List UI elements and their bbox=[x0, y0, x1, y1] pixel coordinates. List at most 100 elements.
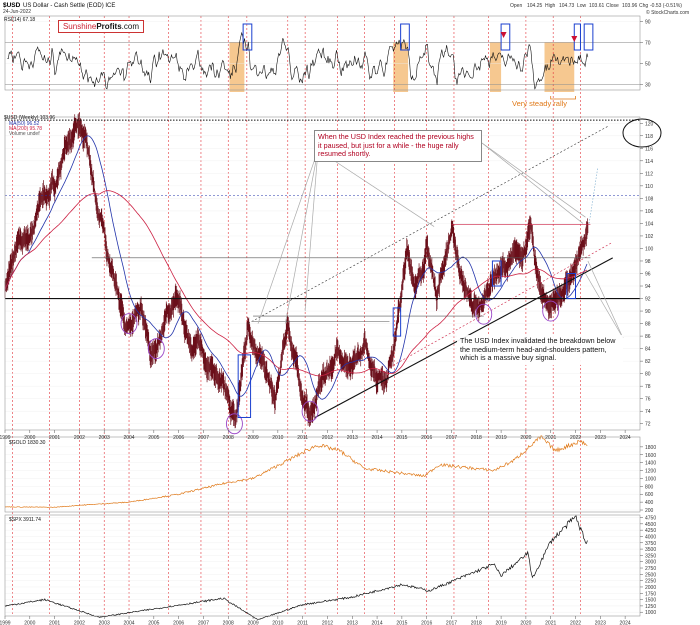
x-tick-label: 2020 bbox=[520, 435, 531, 441]
y-tick-label-usd: 114 bbox=[645, 159, 653, 165]
rsi-blue-box bbox=[500, 23, 511, 51]
y-tick-label-usd: 118 bbox=[645, 134, 653, 140]
red-arrow-icon bbox=[500, 32, 507, 38]
steady-rally-label: Very steady rally bbox=[512, 99, 567, 108]
credit: © StockCharts.com bbox=[646, 9, 689, 16]
spx-label: $SPX 3911.74 bbox=[9, 517, 41, 523]
x-tick-label-bottom: 2001 bbox=[49, 621, 60, 625]
steady-rally-bracket bbox=[550, 96, 576, 100]
x-tick-label: 2013 bbox=[347, 435, 358, 441]
x-tick-label: 2007 bbox=[198, 435, 209, 441]
x-tick-label-bottom: 2024 bbox=[620, 621, 631, 625]
rising-channel-top bbox=[247, 126, 608, 324]
y-tick-label-usd: 108 bbox=[645, 196, 654, 202]
ma50-legend: MA(50) 96.52 bbox=[9, 121, 40, 127]
y-tick-label-spx: 4500 bbox=[645, 522, 656, 528]
y-tick-label-usd: 90 bbox=[645, 309, 651, 315]
annotation-top: When the USD Index reached the previous … bbox=[314, 130, 482, 162]
y-tick-label-gold: 1600 bbox=[645, 453, 656, 459]
x-tick-label: 2014 bbox=[372, 435, 383, 441]
x-tick-label: 2006 bbox=[173, 435, 184, 441]
usd-blue-box bbox=[237, 354, 252, 418]
y-tick-label-gold: 1800 bbox=[645, 445, 656, 451]
x-tick-label-bottom: 2008 bbox=[223, 621, 234, 625]
x-tick-label: 2001 bbox=[49, 435, 60, 441]
ma50-line bbox=[4, 135, 588, 400]
y-tick-label-usd: 94 bbox=[645, 284, 651, 290]
x-tick-label: 2000 bbox=[24, 435, 35, 441]
x-tick-label-bottom: 2017 bbox=[446, 621, 457, 625]
y-tick-label-spx: 1750 bbox=[645, 591, 656, 597]
y-tick-label-usd: 72 bbox=[645, 422, 651, 428]
x-tick-label-bottom: 2015 bbox=[396, 621, 407, 625]
x-tick-label: 2021 bbox=[545, 435, 556, 441]
chg-value: -0.53 (-0.51%) bbox=[650, 3, 682, 9]
x-tick-label-bottom: 2005 bbox=[148, 621, 159, 625]
y-tick-label-gold: 600 bbox=[645, 492, 654, 498]
marks-layer bbox=[4, 31, 589, 620]
low-label: Low bbox=[577, 3, 587, 9]
rsi-highlight-box bbox=[489, 42, 502, 92]
y-tick-label-usd: 100 bbox=[645, 246, 654, 252]
y-tick-label-rsi: 50 bbox=[645, 62, 651, 68]
rsi-label: RSI(14) 67.18 bbox=[4, 17, 35, 23]
panel-frame-spx bbox=[4, 514, 641, 617]
y-tick-label-spx: 2500 bbox=[645, 572, 656, 578]
x-tick-label-bottom: 2002 bbox=[74, 621, 85, 625]
low-circle bbox=[225, 413, 243, 435]
low-circle bbox=[542, 300, 560, 322]
y-tick-label-gold: 800 bbox=[645, 484, 654, 490]
x-tick-label-bottom: 2023 bbox=[595, 621, 606, 625]
x-tick-label-bottom: 2006 bbox=[173, 621, 184, 625]
y-tick-label-usd: 76 bbox=[645, 397, 651, 403]
y-tick-label-usd: 106 bbox=[645, 209, 654, 215]
x-tick-label: 2023 bbox=[595, 435, 606, 441]
y-tick-label-gold: 200 bbox=[645, 508, 654, 514]
x-tick-label: 2019 bbox=[496, 435, 507, 441]
x-tick-label: 2024 bbox=[620, 435, 631, 441]
y-tick-label-usd: 110 bbox=[645, 184, 653, 190]
header-date: 24-Jun-2022 bbox=[3, 9, 31, 15]
low-circle bbox=[475, 303, 493, 325]
y-tick-label-usd: 80 bbox=[645, 372, 651, 378]
y-tick-label-spx: 2750 bbox=[645, 566, 656, 572]
x-tick-label-bottom: 2013 bbox=[347, 621, 358, 625]
rsi-highlight-box bbox=[393, 42, 409, 92]
volume-legend: Volume undef bbox=[9, 131, 40, 137]
rsi-blue-box bbox=[400, 23, 410, 51]
x-tick-label: 2012 bbox=[322, 435, 333, 441]
projection-line bbox=[588, 167, 599, 224]
y-tick-label-spx: 4750 bbox=[645, 516, 656, 522]
x-tick-label-bottom: 2019 bbox=[496, 621, 507, 625]
x-tick-label: 2003 bbox=[99, 435, 110, 441]
x-tick-label: 2002 bbox=[74, 435, 85, 441]
y-tick-label-rsi: 90 bbox=[645, 19, 651, 25]
y-tick-label-spx: 1000 bbox=[645, 610, 656, 616]
x-tick-label: 2010 bbox=[272, 435, 283, 441]
y-tick-label-usd: 78 bbox=[645, 384, 651, 390]
rsi-blue-box bbox=[583, 23, 594, 51]
usd-panel-label: $USD (Weekly) 103.96 bbox=[4, 115, 55, 121]
logo-part2: Profits bbox=[96, 22, 122, 31]
x-tick-label-bottom: 2016 bbox=[421, 621, 432, 625]
x-tick-label: 2008 bbox=[223, 435, 234, 441]
low-circle bbox=[120, 313, 138, 335]
open-value: 104.25 bbox=[527, 3, 543, 9]
usd-blue-box bbox=[491, 260, 502, 287]
y-tick-label-usd: 120 bbox=[645, 121, 654, 127]
x-tick-label-bottom: 2020 bbox=[520, 621, 531, 625]
logo-part1: Sunshine bbox=[62, 22, 97, 31]
y-tick-label-spx: 3250 bbox=[645, 553, 656, 559]
x-tick-label-bottom: 1999 bbox=[0, 621, 11, 625]
rsi-highlight-box bbox=[544, 42, 575, 92]
y-tick-label-spx: 3500 bbox=[645, 547, 656, 553]
y-tick-label-spx: 1250 bbox=[645, 604, 656, 610]
y-tick-label-usd: 88 bbox=[645, 322, 651, 328]
annotation-bottom: The USD Index invalidated the breakdown … bbox=[457, 335, 623, 365]
callout-line bbox=[257, 149, 319, 324]
high-value: 104.73 bbox=[559, 3, 575, 9]
rsi-highlight-box bbox=[229, 42, 245, 92]
low-circle bbox=[147, 338, 165, 360]
y-tick-label-gold: 1200 bbox=[645, 469, 656, 475]
